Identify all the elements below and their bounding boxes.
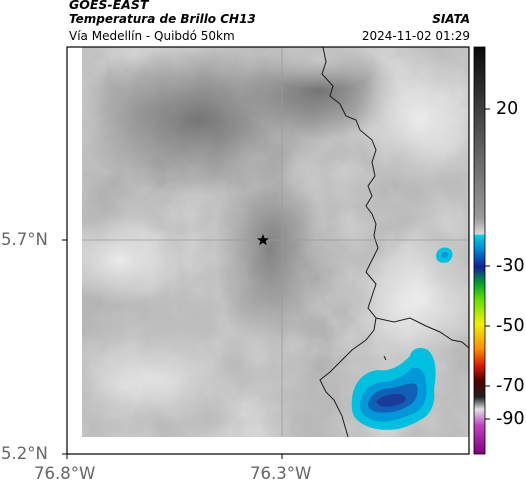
axis-ticks [62,239,283,459]
product-title: Temperatura de Brillo CH13 [69,12,256,26]
satellite-title: GOES-EAST [69,0,149,12]
agency-label: SIATA [432,12,470,26]
colorbar-label-minus-30: -30 [496,256,525,276]
colorbar-label-20: 20 [496,99,519,119]
star-marker [257,234,269,246]
colorbar-label-minus-90: -90 [496,409,525,429]
lon-label-76-8: 76.8°W [34,464,96,483]
datetime-label: 2024-11-02 01:29 [361,29,470,43]
map-frame [66,46,470,455]
gridlines [82,47,469,437]
colorbar-ticks [485,108,490,420]
region-subtitle: Vía Medellín - Quibdó 50km [69,29,235,43]
lat-label-5-7: 5.7°N [1,230,48,249]
colorbar-label-minus-70: -70 [496,376,525,396]
lat-label-5-2: 5.2°N [1,444,48,463]
colorbar-label-minus-50: -50 [496,316,525,336]
boundary-lines [319,47,469,437]
colorbar [473,46,486,455]
cold-cloud-tops [351,247,453,430]
lon-label-76-3: 76.3°W [250,464,312,483]
